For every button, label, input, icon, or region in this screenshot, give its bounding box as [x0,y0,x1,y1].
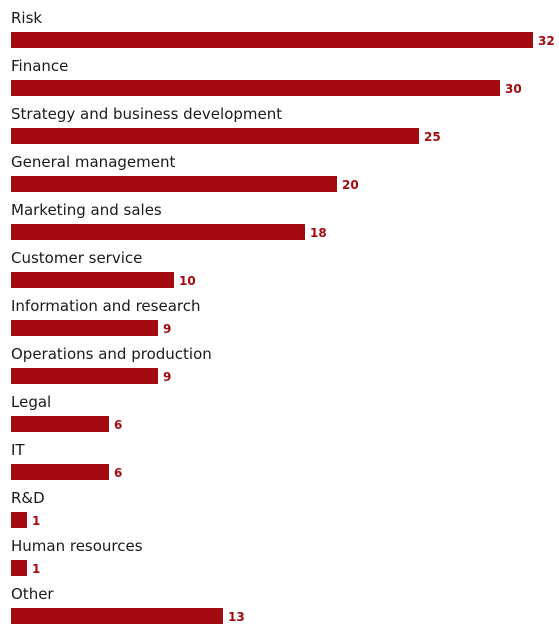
value-label: 25 [424,130,441,144]
bar-row: Information and research 9 [0,294,559,342]
bar-row: Operations and production 9 [0,342,559,390]
bar [11,368,158,384]
bar-row: Customer service 10 [0,246,559,294]
bar [11,224,305,240]
category-label: Human resources [11,537,143,555]
bar-row: R&D 1 [0,486,559,534]
bar [11,176,337,192]
category-label: Risk [11,9,43,27]
bar-row: Risk 32 [0,6,559,54]
value-label: 6 [114,466,123,480]
category-label: IT [11,441,25,459]
bar [11,608,223,624]
category-label: Customer service [11,249,143,267]
category-label: Operations and production [11,345,212,363]
category-label: Strategy and business development [11,105,283,123]
category-label: Legal [11,393,52,411]
bar-row: IT 6 [0,438,559,486]
value-label: 9 [163,370,172,384]
bar [11,128,419,144]
bar-row: Legal 6 [0,390,559,438]
bar-row: Marketing and sales 18 [0,198,559,246]
bar-row: Other 13 [0,582,559,630]
value-label: 6 [114,418,123,432]
value-label: 32 [538,34,555,48]
category-label: Marketing and sales [11,201,162,219]
category-label: R&D [11,489,45,507]
bar-row: Human resources 1 [0,534,559,582]
bar [11,416,109,432]
value-label: 10 [179,274,196,288]
bar [11,32,533,48]
bar [11,80,500,96]
value-label: 1 [32,562,41,576]
bar-row: General management 20 [0,150,559,198]
value-label: 9 [163,322,172,336]
category-label: Other [11,585,54,603]
category-label: General management [11,153,176,171]
bar [11,464,109,480]
category-label: Finance [11,57,69,75]
bar [11,272,174,288]
value-label: 1 [32,514,41,528]
bar [11,320,158,336]
category-label: Information and research [11,297,201,315]
value-label: 18 [310,226,327,240]
value-label: 13 [228,610,245,624]
bar-row: Finance 30 [0,54,559,102]
bar-row: Strategy and business development 25 [0,102,559,150]
value-label: 30 [505,82,522,96]
bar [11,560,27,576]
bar [11,512,27,528]
value-label: 20 [342,178,359,192]
